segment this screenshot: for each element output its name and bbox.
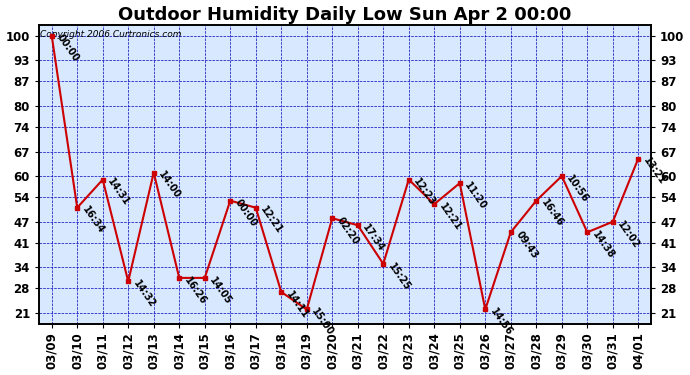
Text: 14:31: 14:31 bbox=[106, 177, 132, 208]
Text: 16:34: 16:34 bbox=[80, 205, 106, 236]
Text: 16:46: 16:46 bbox=[539, 198, 565, 229]
Text: 14:05: 14:05 bbox=[208, 275, 233, 306]
Text: 10:56: 10:56 bbox=[564, 173, 591, 204]
Text: 12:02: 12:02 bbox=[615, 219, 642, 250]
Text: 00:00: 00:00 bbox=[55, 33, 81, 64]
Text: 14:00: 14:00 bbox=[157, 170, 182, 201]
Text: 15:00: 15:00 bbox=[310, 307, 335, 338]
Text: 11:20: 11:20 bbox=[462, 180, 489, 212]
Text: 14:38: 14:38 bbox=[590, 230, 616, 261]
Text: 00:00: 00:00 bbox=[233, 198, 259, 229]
Text: 09:43: 09:43 bbox=[513, 230, 540, 261]
Title: Outdoor Humidity Daily Low Sun Apr 2 00:00: Outdoor Humidity Daily Low Sun Apr 2 00:… bbox=[118, 6, 572, 24]
Text: 15:25: 15:25 bbox=[386, 261, 412, 292]
Text: 14:11: 14:11 bbox=[284, 289, 310, 320]
Text: 12:21: 12:21 bbox=[437, 201, 463, 232]
Text: 17:34: 17:34 bbox=[361, 222, 386, 254]
Text: 12:21: 12:21 bbox=[259, 205, 284, 236]
Text: 12:23: 12:23 bbox=[411, 177, 437, 208]
Text: 13:21: 13:21 bbox=[641, 156, 667, 187]
Text: 16:26: 16:26 bbox=[182, 275, 208, 306]
Text: 02:20: 02:20 bbox=[335, 215, 361, 247]
Text: 14:56: 14:56 bbox=[488, 307, 514, 338]
Text: Copyright 2006 Curtronics.com: Copyright 2006 Curtronics.com bbox=[40, 30, 181, 39]
Text: 14:32: 14:32 bbox=[131, 279, 157, 310]
